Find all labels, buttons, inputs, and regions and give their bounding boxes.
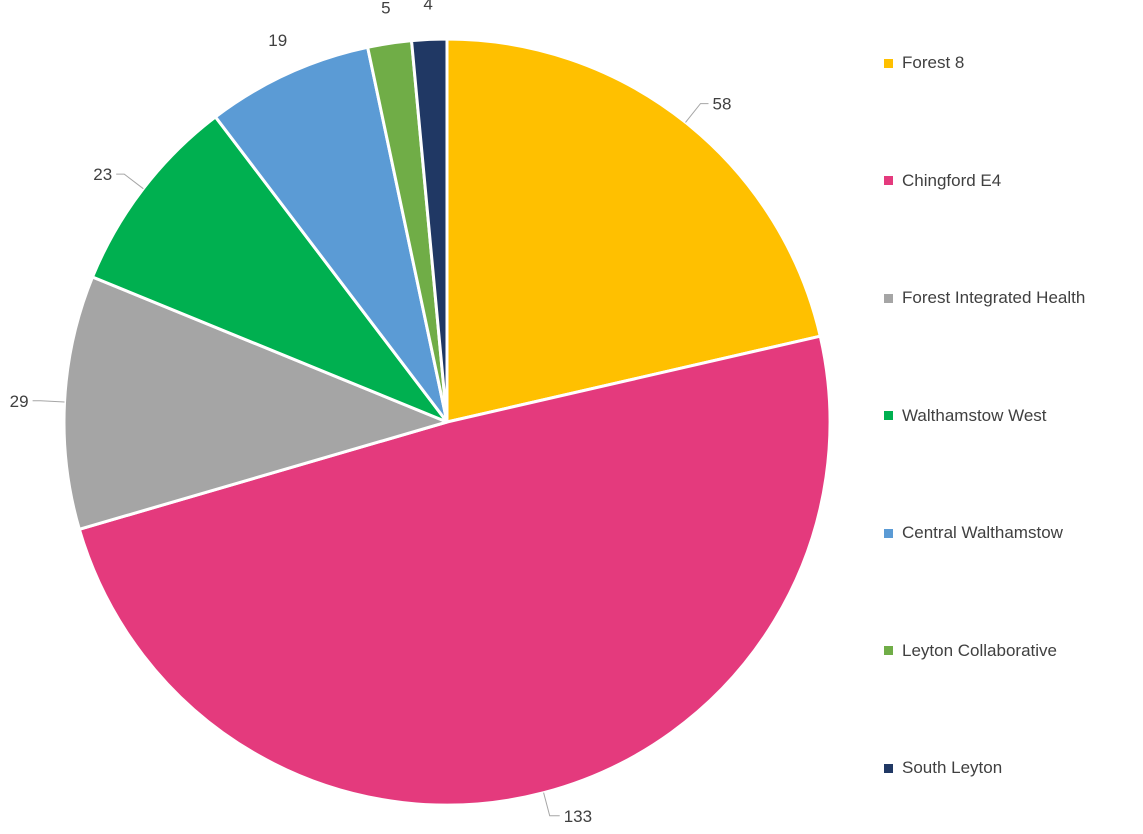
- pie-slice-forest-integrated-health: [62, 275, 449, 531]
- data-label-chingford-e4: 133: [564, 807, 592, 826]
- legend-label: Central Walthamstow: [902, 523, 1063, 542]
- legend-label: Walthamstow West: [902, 405, 1047, 425]
- data-label-south-leyton: 4: [423, 0, 432, 13]
- pie-chart: 58 133 29 23 19 5 4: [10, 0, 832, 826]
- data-labels: 58 133 29 23 19 5 4: [10, 0, 732, 826]
- legend-label: South Leyton: [902, 758, 1003, 777]
- legend-label: Chingford E4: [902, 170, 1002, 190]
- pie-slice-south-leyton: [410, 37, 449, 424]
- legend-item-walthamstow-west: Walthamstow West: [884, 404, 1047, 428]
- legend-item-chingford-e4: Chingford E4: [884, 169, 1001, 193]
- legend-swatch: [884, 58, 893, 68]
- legend-swatch: [884, 411, 893, 420]
- legend-swatch: [884, 293, 893, 303]
- legend: Forest 8 Chingford E4 Forest Integrated He…: [884, 0, 1143, 834]
- legend-item-forest-integrated-health: Forest Integrated Health: [884, 286, 1085, 310]
- leader-line-forest-8: [685, 103, 709, 123]
- pie-slice-walthamstow-west: [91, 115, 449, 424]
- legend-item-forest-8: Forest 8: [884, 51, 964, 75]
- legend-label: Forest 8: [902, 53, 965, 72]
- leader-line-forest-integrated-health: [32, 400, 65, 403]
- legend-swatch: [884, 176, 893, 185]
- data-label-forest-integrated-health: 29: [10, 392, 29, 411]
- legend-label: Forest Integrated Health: [902, 288, 1086, 307]
- data-label-forest-8: 58: [713, 95, 732, 114]
- legend-label: Leyton Collaborative: [902, 640, 1057, 660]
- pie-slices: [62, 37, 832, 807]
- legend-item-leyton-collaborative: Leyton Collaborative: [884, 639, 1057, 663]
- legend-item-south-leyton: South Leyton: [884, 756, 1002, 780]
- legend-swatch: [884, 528, 893, 538]
- leader-line-walthamstow-west: [116, 173, 144, 190]
- pie-slice-central-walthamstow: [213, 45, 449, 424]
- data-label-central-walthamstow: 19: [268, 31, 287, 50]
- data-label-leyton-collaborative: 5: [381, 0, 390, 18]
- legend-swatch: [884, 646, 893, 655]
- leader-lines: [32, 103, 709, 817]
- data-label-walthamstow-west: 23: [93, 165, 112, 184]
- leader-line-chingford-e4: [543, 792, 560, 817]
- legend-swatch: [884, 763, 893, 773]
- legend-item-central-walthamstow: Central Walthamstow: [884, 521, 1063, 545]
